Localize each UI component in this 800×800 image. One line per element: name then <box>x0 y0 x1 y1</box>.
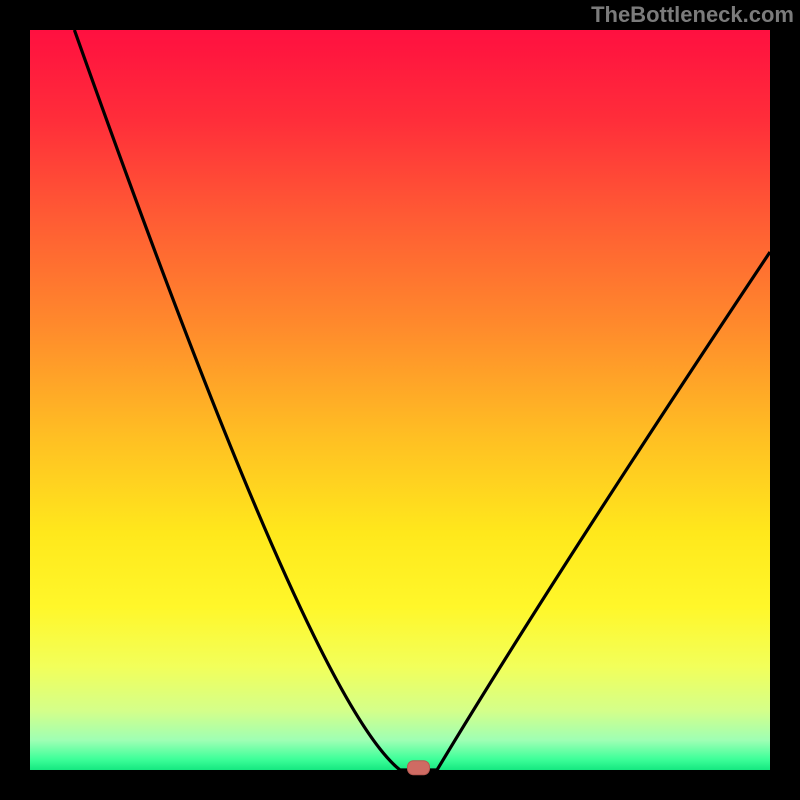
chart-svg <box>0 0 800 800</box>
chart-background <box>30 30 770 770</box>
bottleneck-chart: TheBottleneck.com <box>0 0 800 800</box>
valley-marker <box>408 761 430 775</box>
watermark-text: TheBottleneck.com <box>591 2 794 28</box>
